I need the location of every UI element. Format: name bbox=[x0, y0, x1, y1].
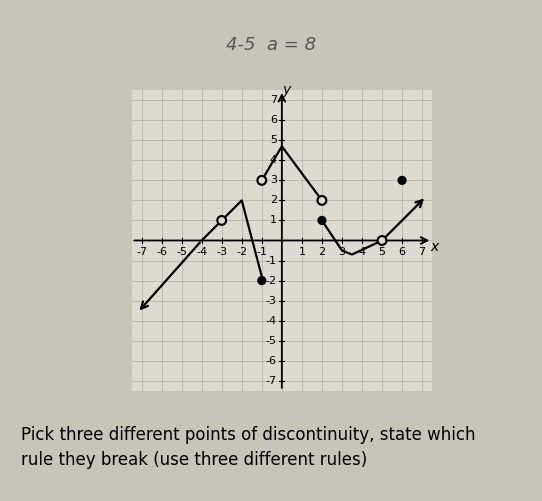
Circle shape bbox=[318, 196, 326, 205]
Text: -5: -5 bbox=[176, 247, 187, 258]
Text: -6: -6 bbox=[156, 247, 167, 258]
Circle shape bbox=[318, 217, 326, 224]
Text: 1: 1 bbox=[299, 247, 305, 258]
Text: -7: -7 bbox=[266, 376, 277, 386]
Circle shape bbox=[378, 236, 386, 245]
Circle shape bbox=[398, 177, 406, 184]
Text: -4: -4 bbox=[196, 247, 207, 258]
Text: -2: -2 bbox=[266, 276, 277, 286]
Text: 2: 2 bbox=[318, 247, 326, 258]
Text: -6: -6 bbox=[266, 356, 277, 366]
Text: -5: -5 bbox=[266, 336, 277, 346]
Text: 7: 7 bbox=[270, 95, 277, 105]
Text: 7: 7 bbox=[418, 247, 425, 258]
Circle shape bbox=[217, 216, 226, 225]
Text: 1: 1 bbox=[270, 215, 277, 225]
Text: -1: -1 bbox=[256, 247, 267, 258]
Text: y: y bbox=[283, 83, 291, 97]
Circle shape bbox=[257, 176, 266, 185]
Text: -3: -3 bbox=[216, 247, 227, 258]
Text: Pick three different points of discontinuity, state which
rule they break (use t: Pick three different points of discontin… bbox=[21, 426, 476, 469]
Text: 4-5  a = 8: 4-5 a = 8 bbox=[226, 36, 316, 54]
Text: 2: 2 bbox=[270, 195, 277, 205]
Text: -1: -1 bbox=[266, 256, 277, 266]
Text: 6: 6 bbox=[270, 115, 277, 125]
Text: 3: 3 bbox=[270, 175, 277, 185]
Text: -4: -4 bbox=[266, 316, 277, 326]
Text: 5: 5 bbox=[270, 135, 277, 145]
Text: 5: 5 bbox=[378, 247, 385, 258]
Text: -7: -7 bbox=[136, 247, 147, 258]
Text: -3: -3 bbox=[266, 296, 277, 306]
Text: -2: -2 bbox=[236, 247, 247, 258]
Text: 3: 3 bbox=[338, 247, 345, 258]
Circle shape bbox=[258, 277, 266, 284]
Text: x: x bbox=[430, 240, 438, 255]
Text: 6: 6 bbox=[398, 247, 405, 258]
Text: 4: 4 bbox=[358, 247, 365, 258]
Text: 4: 4 bbox=[270, 155, 277, 165]
